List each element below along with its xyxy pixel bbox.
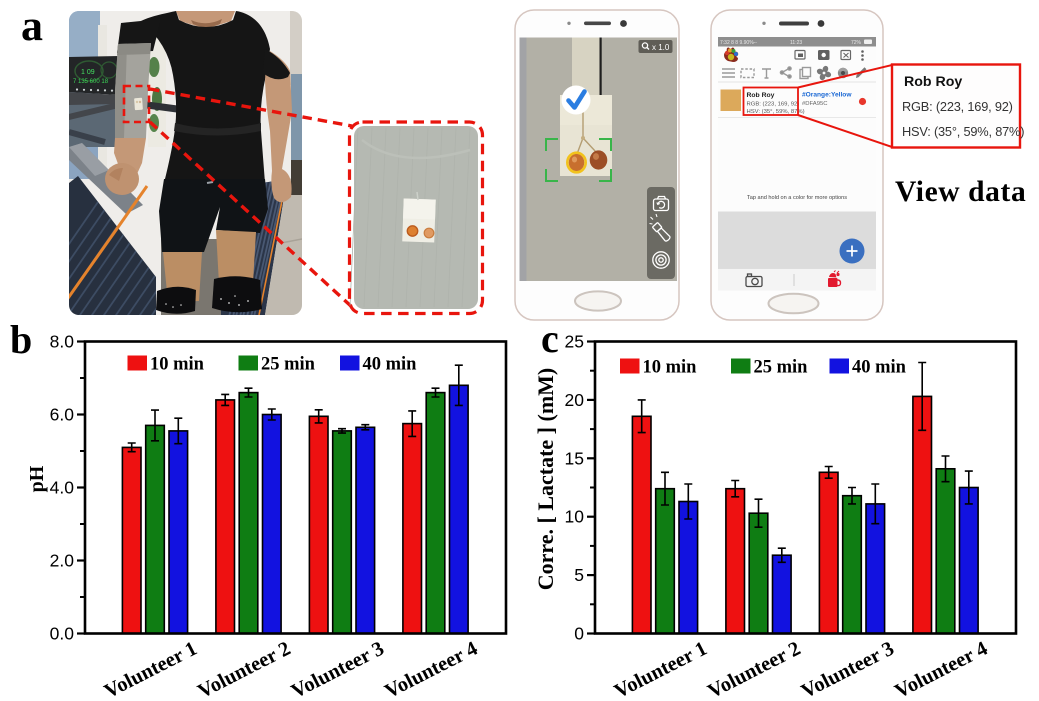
svg-text:10: 10 (565, 507, 585, 527)
svg-text:6.0: 6.0 (50, 405, 75, 425)
svg-text:Volunteer 4: Volunteer 4 (891, 638, 991, 701)
svg-text:25: 25 (565, 332, 584, 352)
svg-text:10 min: 10 min (643, 358, 698, 378)
svg-text:40 min: 40 min (363, 355, 418, 375)
svg-text:7:32 8 8 9.90%--: 7:32 8 8 9.90%-- (720, 40, 757, 46)
svg-text:Rob Roy: Rob Roy (904, 74, 962, 90)
svg-text:a: a (21, 1, 43, 50)
svg-text:11:23: 11:23 (790, 40, 802, 46)
svg-text:Volunteer 3: Volunteer 3 (288, 638, 388, 701)
svg-text:Volunteer 3: Volunteer 3 (798, 638, 898, 701)
svg-text:0: 0 (574, 624, 584, 644)
svg-text:pH: pH (26, 465, 48, 492)
svg-text:View data: View data (895, 176, 1026, 208)
svg-text:c: c (541, 316, 559, 361)
svg-text:25 min: 25 min (754, 358, 809, 378)
svg-text:x 1.0: x 1.0 (652, 43, 670, 52)
svg-text:HSV: (35°, 59%, 87%): HSV: (35°, 59%, 87%) (902, 124, 1024, 139)
svg-text:Volunteer 1: Volunteer 1 (101, 638, 201, 701)
svg-text:RGB: (223, 169, 92): RGB: (223, 169, 92) (747, 102, 800, 108)
svg-text:RGB: (223, 169, 92): RGB: (223, 169, 92) (902, 99, 1013, 114)
svg-text:Volunteer 2: Volunteer 2 (194, 638, 294, 701)
svg-text:72%: 72% (851, 40, 862, 46)
svg-text:Volunteer 1: Volunteer 1 (611, 638, 711, 701)
svg-text:20: 20 (565, 390, 585, 410)
svg-text:1 09: 1 09 (81, 69, 95, 76)
svg-text:#Orange:Yellow: #Orange:Yellow (802, 92, 852, 99)
svg-text:5: 5 (574, 565, 584, 585)
svg-text:10 min: 10 min (150, 355, 205, 375)
svg-text:Tap and hold on a color for mo: Tap and hold on a color for more options (747, 195, 847, 201)
svg-text:Volunteer 4: Volunteer 4 (381, 638, 481, 701)
svg-text:HSV: (35°, 59%, 87%): HSV: (35°, 59%, 87%) (747, 109, 805, 115)
svg-text:#DFA95C: #DFA95C (802, 101, 828, 107)
svg-text:Rob Roy: Rob Roy (747, 92, 775, 99)
svg-text:7 135 600 18: 7 135 600 18 (73, 79, 109, 85)
svg-text:8.0: 8.0 (50, 332, 75, 352)
svg-text:0.0: 0.0 (50, 624, 75, 644)
svg-text:2.0: 2.0 (50, 551, 75, 571)
svg-text:40 min: 40 min (852, 358, 907, 378)
svg-text:Volunteer 2: Volunteer 2 (704, 638, 804, 701)
svg-text:4.0: 4.0 (50, 478, 75, 498)
svg-text:25 min: 25 min (261, 355, 316, 375)
svg-text:Corre. [ Lactate ] (mM): Corre. [ Lactate ] (mM) (533, 368, 558, 591)
svg-text:15: 15 (565, 448, 584, 468)
svg-text:b: b (10, 317, 32, 362)
